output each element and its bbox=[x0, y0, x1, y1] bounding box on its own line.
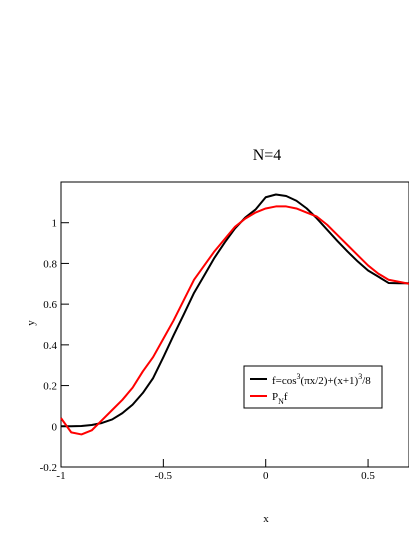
x-tick-label: 0.5 bbox=[361, 470, 375, 482]
x-ticks: -1 -0.5 0 0.5 bbox=[56, 459, 375, 482]
y-tick-label: 0 bbox=[52, 421, 58, 433]
y-tick-label: 0.4 bbox=[43, 340, 57, 352]
y-tick-label: 0.2 bbox=[43, 381, 57, 393]
x-tick-label: -0.5 bbox=[155, 470, 173, 482]
x-tick-label: -1 bbox=[56, 470, 65, 482]
x-axis-label: x bbox=[263, 513, 269, 525]
x-tick-label: 0 bbox=[263, 470, 269, 482]
y-tick-label: -0.2 bbox=[40, 462, 57, 474]
legend-label-pnf: PNf bbox=[272, 391, 288, 406]
y-axis-label: y bbox=[25, 320, 37, 326]
y-tick-label: 0.6 bbox=[43, 299, 57, 311]
chart-title: N=4 bbox=[253, 147, 282, 164]
series-line-f bbox=[61, 193, 409, 428]
legend-box bbox=[243, 365, 383, 409]
y-tick-label: 1 bbox=[52, 218, 58, 230]
series-line-pnf bbox=[60, 205, 409, 436]
legend-label-f: f=cos3(πx/2)+(x+1)3/8 bbox=[272, 372, 371, 387]
series-lines bbox=[60, 193, 409, 436]
legend: f=cos3(πx/2)+(x+1)3/8 PNf bbox=[243, 365, 383, 409]
y-ticks: -0.2 0 0.2 0.4 0.6 0.8 1 bbox=[40, 218, 69, 474]
plot-area bbox=[60, 181, 409, 468]
y-tick-label: 0.8 bbox=[43, 258, 57, 270]
